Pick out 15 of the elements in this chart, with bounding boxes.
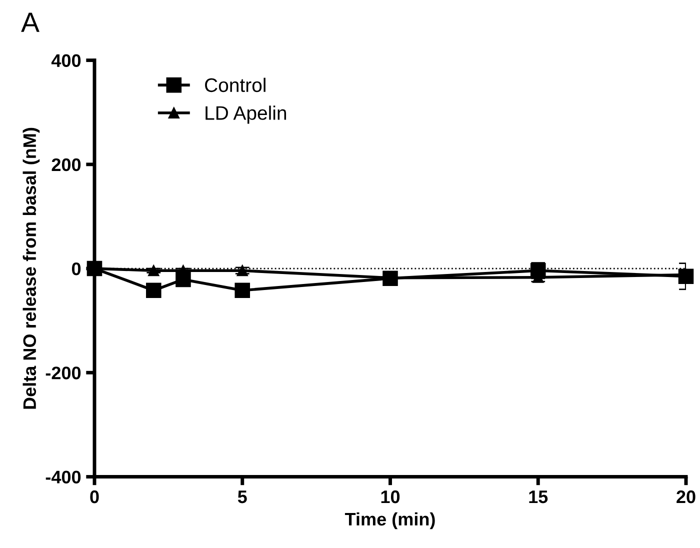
- x-tick-label: 20: [676, 490, 696, 504]
- x-tick-label: 10: [381, 490, 400, 504]
- y-axis-title: Delta NO release from basal (nM): [22, 128, 40, 409]
- x-axis-title: Time (min): [344, 512, 435, 530]
- y-tick-label: 400: [51, 54, 81, 67]
- chart-title: A: [21, 12, 40, 32]
- x-tick-label: 0: [90, 490, 99, 504]
- x-tick-label: 15: [529, 490, 548, 504]
- y-tick-label: -200: [46, 366, 81, 380]
- legend-label: LD Apelin: [206, 106, 286, 124]
- y-tick-label: 0: [72, 262, 81, 276]
- y-tick-label: 200: [52, 158, 81, 172]
- x-tick-label: 5: [238, 490, 247, 504]
- legend-label: Control: [205, 78, 266, 92]
- y-tick-label: -400: [46, 470, 81, 484]
